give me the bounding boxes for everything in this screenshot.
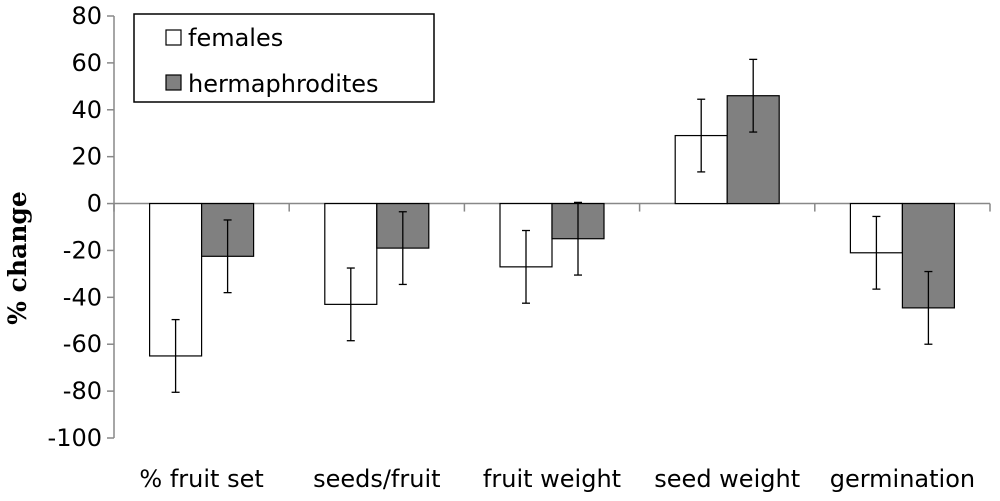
legend-swatch-hermaphrodites xyxy=(165,74,182,91)
category-label: fruit weight xyxy=(483,465,621,493)
y-tick-label: -100 xyxy=(48,424,102,452)
legend-swatch-females xyxy=(165,29,182,46)
legend: females hermaphrodites xyxy=(133,13,435,103)
y-tick-label: 20 xyxy=(71,143,102,171)
y-axis-label: % change xyxy=(3,191,32,325)
y-tick-label: -20 xyxy=(63,236,102,264)
legend-label-females: females xyxy=(188,24,283,52)
y-tick-label: -40 xyxy=(63,283,102,311)
y-tick-label: 0 xyxy=(87,190,102,218)
y-tick-label: 80 xyxy=(71,2,102,30)
bars xyxy=(149,95,956,357)
legend-label-hermaphrodites: hermaphrodites xyxy=(188,70,379,98)
category-label: % fruit set xyxy=(139,465,263,493)
legend-box xyxy=(133,13,435,103)
y-tick-label: 60 xyxy=(71,49,102,77)
category-labels: % fruit set seeds/fruit fruit weight seed w… xyxy=(139,465,975,493)
category-label: seeds/fruit xyxy=(313,465,440,493)
error-bars xyxy=(171,58,933,393)
y-tick-label: -60 xyxy=(63,330,102,358)
y-axis: 80 60 40 20 0 -20 -40 -60 -80 -100 xyxy=(48,2,115,452)
category-label: seed weight xyxy=(654,465,800,493)
y-tick-label: -80 xyxy=(63,377,102,405)
y-tick-label: 40 xyxy=(71,96,102,124)
category-label: germination xyxy=(830,465,975,493)
